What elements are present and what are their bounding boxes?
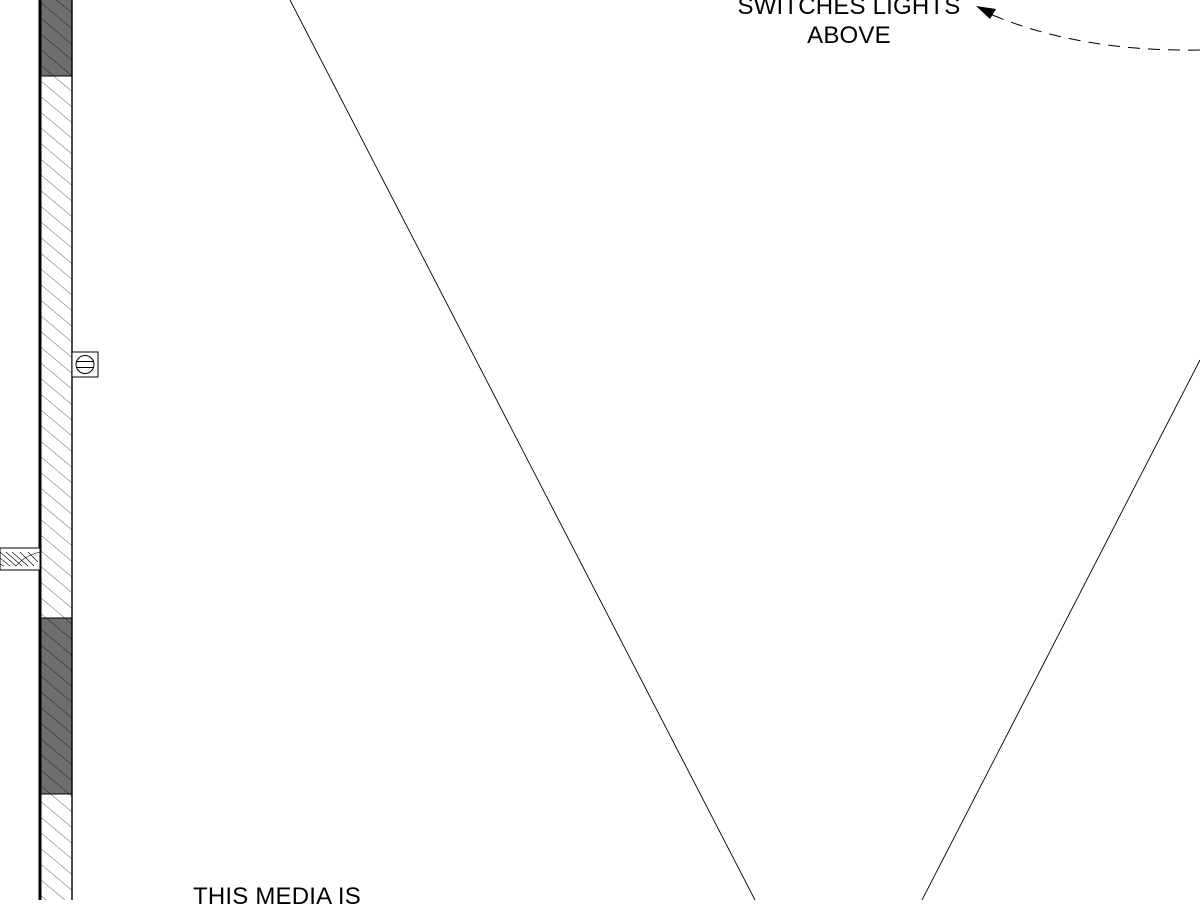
wall-segment-dark-lower (40, 618, 72, 794)
wall-segment-dark-top (40, 0, 72, 76)
exterior-wall (38, 0, 73, 900)
switches-note-line1: SWITCHES LIGHTS (737, 0, 961, 20)
media-note: THIS MEDIA IS (193, 883, 361, 910)
switches-note-line2: ABOVE (807, 22, 891, 49)
arrowhead-icon (976, 6, 996, 19)
diagonal-line-right (921, 359, 1200, 900)
receptacle-icon (71, 351, 99, 378)
switches-lights-note: SWITCHES LIGHTS ABOVE (724, 0, 974, 50)
switch-leader-line (989, 13, 1200, 51)
wall-segment-light-bottom (40, 794, 72, 900)
wall-stub (0, 547, 41, 571)
wall-segment-light-upper (40, 76, 72, 618)
diagonal-line-left (289, 0, 756, 900)
